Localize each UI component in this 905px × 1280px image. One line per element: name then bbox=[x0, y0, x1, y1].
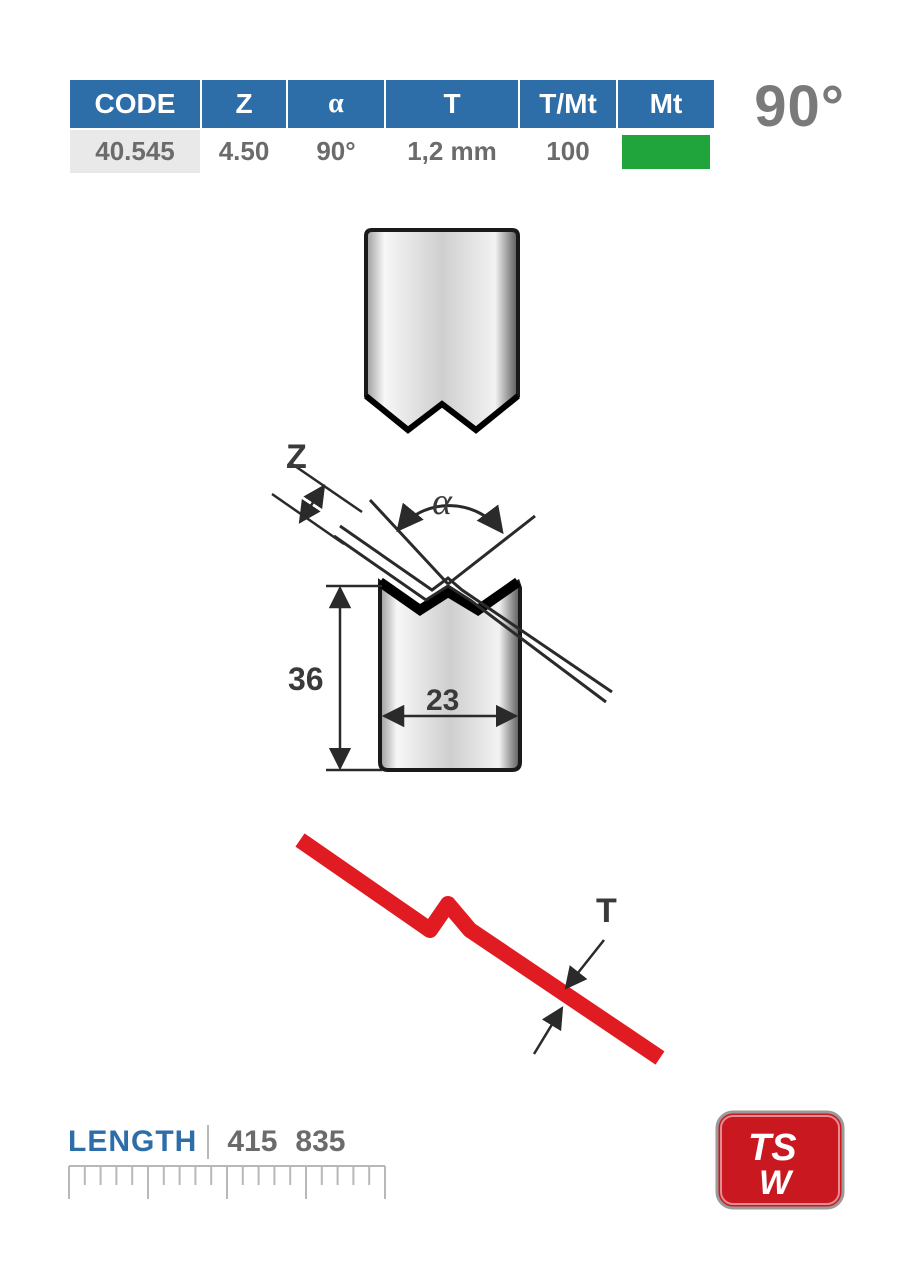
cell-alpha: 90° bbox=[288, 130, 384, 173]
label-width: 23 bbox=[426, 684, 459, 717]
label-height: 36 bbox=[288, 661, 324, 697]
dim-alpha bbox=[370, 500, 535, 584]
spec-header-row: CODE Z α T T/Mt Mt 40.545 4.50 90° 1,2 m… bbox=[68, 78, 845, 175]
col-code: CODE bbox=[70, 80, 200, 128]
length-value-0: 415 bbox=[227, 1125, 277, 1159]
spec-table-header-row: CODE Z α T T/Mt Mt bbox=[70, 80, 714, 128]
length-ruler bbox=[68, 1165, 386, 1201]
spec-table: CODE Z α T T/Mt Mt 40.545 4.50 90° 1,2 m… bbox=[68, 78, 716, 175]
label-t: T bbox=[596, 892, 617, 930]
spec-table-data-row: 40.545 4.50 90° 1,2 mm 100 bbox=[70, 130, 714, 173]
cell-mt bbox=[618, 130, 714, 173]
length-label: LENGTH bbox=[68, 1125, 209, 1159]
cell-code: 40.545 bbox=[70, 130, 200, 173]
col-alpha: α bbox=[288, 80, 384, 128]
length-block: LENGTH 415 835 bbox=[68, 1125, 386, 1206]
logo-text-1: TS bbox=[748, 1127, 797, 1169]
col-t-mt: T/Mt bbox=[520, 80, 616, 128]
die-profile bbox=[380, 582, 520, 770]
technical-diagram: Z α 36 23 T bbox=[0, 200, 905, 1070]
bent-profile-red bbox=[300, 840, 660, 1058]
brand-logo: TS W bbox=[715, 1110, 845, 1210]
label-z: Z bbox=[286, 438, 307, 476]
punch-profile bbox=[366, 230, 518, 430]
angle-hero: 90° bbox=[754, 78, 845, 136]
cell-t: 1,2 mm bbox=[386, 130, 518, 173]
col-mt: Mt bbox=[618, 80, 714, 128]
logo-text-2: W bbox=[759, 1164, 794, 1202]
cell-z: 4.50 bbox=[202, 130, 286, 173]
mt-swatch bbox=[622, 135, 710, 169]
dim-height bbox=[326, 586, 382, 770]
length-value-1: 835 bbox=[295, 1125, 345, 1159]
col-z: Z bbox=[202, 80, 286, 128]
cell-t-mt: 100 bbox=[520, 130, 616, 173]
col-t: T bbox=[386, 80, 518, 128]
label-alpha: α bbox=[432, 481, 453, 523]
